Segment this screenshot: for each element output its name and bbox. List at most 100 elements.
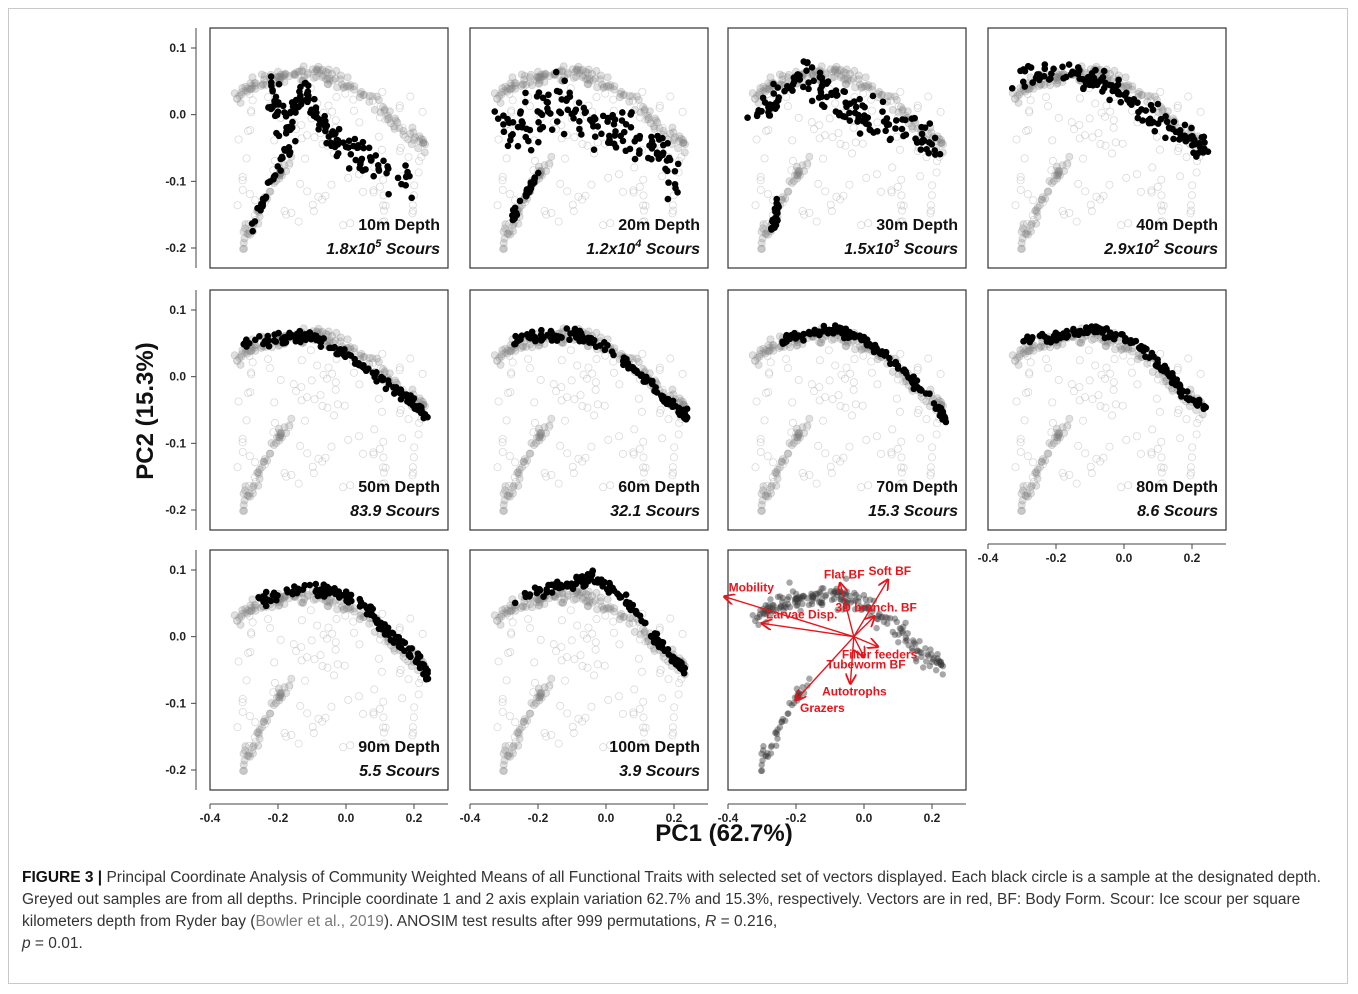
background-sample-point xyxy=(536,70,545,79)
background-sample-point xyxy=(404,153,413,162)
background-sample-point xyxy=(238,84,247,93)
background-sample-point xyxy=(501,82,510,91)
background-sample-point xyxy=(508,96,517,105)
background-sample-point xyxy=(603,595,612,604)
background-sample-point xyxy=(575,590,584,599)
background-sample-point xyxy=(674,144,683,153)
y-tick-label: 0.0 xyxy=(169,370,186,384)
panel-depth-label: 30m Depth xyxy=(876,217,958,234)
background-sample-point xyxy=(251,84,260,93)
background-sample-point xyxy=(500,244,509,253)
background-sample-point xyxy=(507,106,516,115)
background-sample-point xyxy=(618,187,627,196)
background-sample-point xyxy=(794,113,803,122)
background-sample-point xyxy=(503,84,512,93)
background-sample-point xyxy=(1135,87,1144,96)
sample-point xyxy=(671,655,679,663)
panel-scour-label: 1.5x103 Scours xyxy=(844,238,958,258)
background-sample-point xyxy=(643,115,652,124)
sample-point xyxy=(860,333,868,341)
background-sample-point xyxy=(927,206,936,215)
sample-point xyxy=(591,115,599,123)
background-sample-point xyxy=(507,84,516,93)
sample-point xyxy=(1172,128,1180,136)
background-sample-point xyxy=(505,227,514,236)
caption-reference-link[interactable]: Bowler et al., 2019 xyxy=(255,913,384,930)
x-tick-label: 0.2 xyxy=(1184,551,1201,565)
sample-point xyxy=(931,151,939,158)
background-sample-point xyxy=(592,66,601,75)
background-sample-point xyxy=(892,95,901,104)
sample-point xyxy=(286,151,293,158)
background-sample-point xyxy=(390,124,399,133)
background-sample-point xyxy=(1015,90,1024,99)
background-sample-point xyxy=(519,80,528,89)
sample-point xyxy=(268,82,275,90)
sample-point xyxy=(646,142,653,149)
background-sample-point xyxy=(775,70,784,79)
background-sample-point xyxy=(878,90,887,99)
sample-point xyxy=(384,165,392,173)
background-sample-point xyxy=(679,138,688,147)
sample-point xyxy=(1189,132,1196,140)
background-sample-point xyxy=(233,94,242,103)
background-sample-point xyxy=(913,104,922,113)
sample-point xyxy=(792,594,800,602)
background-sample-point xyxy=(344,82,353,91)
sample-point xyxy=(772,208,779,216)
x-tick-label: -0.4 xyxy=(200,811,221,825)
sample-point xyxy=(281,335,289,343)
background-sample-point xyxy=(1011,94,1020,103)
background-sample-point xyxy=(240,234,249,243)
background-sample-point xyxy=(356,89,365,98)
background-sample-point xyxy=(499,238,508,247)
panel-scour-label: 1.8x105 Scours xyxy=(326,238,440,258)
x-tick-label: 0.0 xyxy=(1116,551,1133,565)
sample-point xyxy=(297,83,304,91)
background-sample-point xyxy=(245,190,254,199)
sample-point xyxy=(1151,127,1159,135)
background-sample-point xyxy=(792,166,801,175)
sample-point xyxy=(1149,106,1157,114)
sample-point xyxy=(584,575,591,583)
sample-point xyxy=(1196,139,1203,147)
sample-point xyxy=(762,752,769,759)
background-sample-point xyxy=(831,65,840,74)
background-sample-point xyxy=(679,138,688,147)
sample-point xyxy=(578,131,585,138)
sample-point xyxy=(683,413,690,420)
background-sample-point xyxy=(370,105,379,114)
background-sample-point xyxy=(759,224,768,233)
background-sample-point xyxy=(572,65,581,74)
background-sample-point xyxy=(541,69,550,78)
background-sample-point xyxy=(540,72,549,81)
sample-point xyxy=(660,141,667,149)
sample-point xyxy=(522,89,529,97)
sample-point xyxy=(1204,148,1212,155)
background-sample-point xyxy=(593,83,602,92)
sample-point xyxy=(545,91,552,99)
sample-point xyxy=(576,118,583,125)
background-sample-point xyxy=(803,159,812,168)
background-sample-point xyxy=(641,115,650,124)
caption-text-2: ). ANOSIM test results after 999 permuta… xyxy=(383,913,706,930)
background-sample-point xyxy=(764,126,773,135)
background-sample-point xyxy=(805,414,814,423)
sample-point xyxy=(913,377,921,384)
background-sample-point xyxy=(854,75,863,84)
background-sample-point xyxy=(233,201,242,210)
background-sample-point xyxy=(645,107,654,116)
sample-point xyxy=(252,336,259,344)
caption-p-value: = 0.01. xyxy=(30,935,83,952)
background-sample-point xyxy=(575,68,584,77)
sample-point xyxy=(856,130,864,137)
sample-point xyxy=(930,654,938,662)
sample-point xyxy=(869,92,877,100)
sample-point xyxy=(867,126,874,134)
sample-point xyxy=(926,662,933,670)
sample-point xyxy=(579,333,586,340)
background-sample-point xyxy=(507,81,516,90)
sample-point xyxy=(909,637,917,644)
sample-point xyxy=(301,582,309,589)
